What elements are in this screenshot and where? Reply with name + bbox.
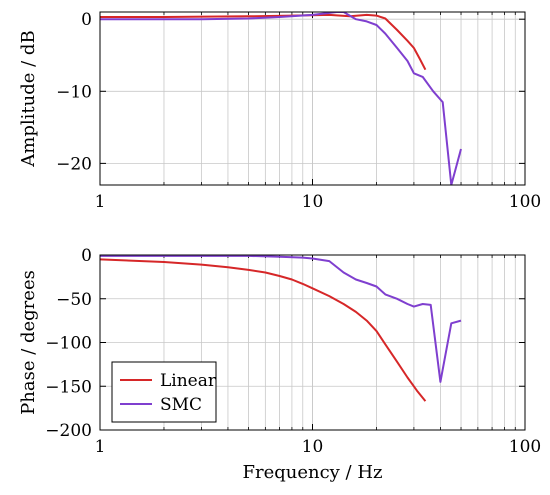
- y-tick-label: 0: [81, 10, 92, 30]
- x-axis-label: Frequency / Hz: [242, 462, 382, 483]
- x-tick-label: 10: [302, 192, 324, 212]
- phase-panel: 1 10 100 0 −50 −100 −150 −200 Phase / degrees Fre…: [18, 246, 541, 483]
- plot-frame: [99, 11, 526, 186]
- y-tick-label: −100: [45, 334, 92, 354]
- x-tick-label: 1: [95, 192, 106, 212]
- plot-frame: [99, 254, 526, 431]
- x-tick-label: 1: [95, 437, 106, 457]
- y-tick-label: −10: [56, 82, 92, 102]
- legend-box: [111, 361, 217, 423]
- series-line-linear: [100, 13, 427, 71]
- series-line-smc: [100, 255, 462, 383]
- x-tick-label: 100: [509, 192, 541, 212]
- y-tick-label: −50: [56, 290, 92, 310]
- y-tick-label: −20: [56, 154, 92, 174]
- series-line-linear: [100, 258, 427, 402]
- amplitude-panel: 1 10 100 0 −10 −20 Amplitude / dB: [18, 10, 541, 212]
- x-tick-label: 10: [302, 437, 324, 457]
- y-axis-label: Amplitude / dB: [18, 30, 39, 167]
- series-line-smc: [100, 12, 462, 185]
- x-tick-label: 100: [509, 437, 541, 457]
- legend-label-smc: SMC: [160, 395, 202, 415]
- y-tick-label: −200: [45, 421, 92, 441]
- y-axis-label: Phase / degrees: [18, 270, 39, 415]
- y-tick-label: 0: [81, 246, 92, 266]
- legend-label-linear: Linear: [160, 371, 217, 391]
- y-tick-label: −150: [45, 377, 92, 397]
